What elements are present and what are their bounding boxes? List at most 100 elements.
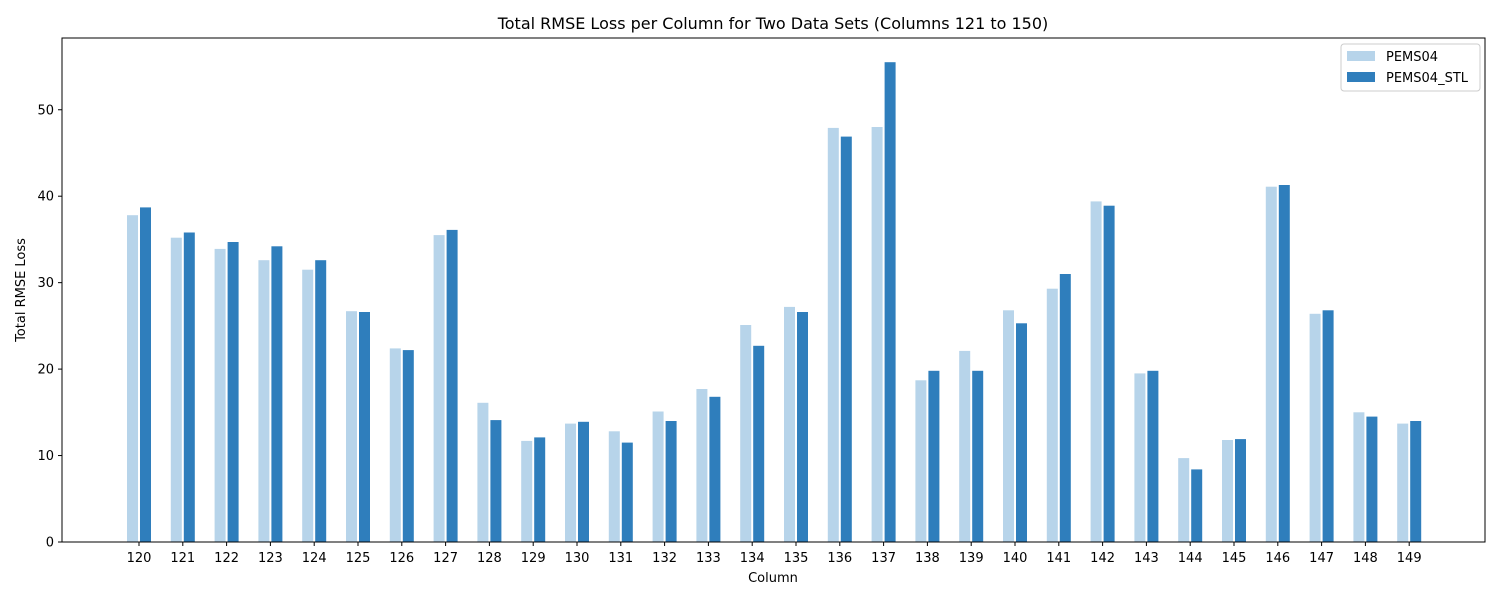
bar-pems04-129	[521, 440, 533, 542]
legend-swatch-pems04	[1347, 51, 1375, 61]
legend-label-pems04-stl: PEMS04_STL	[1386, 71, 1469, 86]
bar-pems04-stl-137	[884, 62, 896, 542]
legend-swatch-pems04-stl	[1347, 72, 1375, 82]
y-tick-label: 10	[37, 449, 54, 464]
x-tick-label-136: 136	[827, 551, 852, 566]
bar-pems04-stl-130	[578, 421, 589, 542]
x-axis: 120 121 122 123 124 125 126 127 128 129 130 131 132 1…	[127, 542, 1422, 566]
bar-pems04-stl-131	[621, 442, 633, 542]
legend-label-pems04: PEMS04	[1386, 50, 1438, 65]
x-tick-label-149: 149	[1397, 551, 1422, 566]
bar-pems04-139	[959, 350, 971, 542]
bar-pems04-stl-127	[446, 229, 458, 542]
bar-pems04-stl-128	[490, 420, 502, 542]
bar-pems04-142	[1090, 201, 1102, 542]
legend-frame	[1340, 43, 1481, 92]
bar-pems04-stl-142	[1103, 205, 1115, 542]
bar-pems04-144	[1178, 458, 1190, 542]
bar-pems04-stl-148	[1366, 416, 1378, 542]
legend: PEMS04 PEMS04_STL	[1340, 43, 1481, 92]
x-tick-label-147: 147	[1309, 551, 1334, 566]
bar-pems04-stl-126	[402, 350, 414, 542]
bar-pems04-stl-139	[972, 370, 984, 542]
bar-pems04-146	[1265, 186, 1277, 542]
x-tick-label-130: 130	[565, 551, 590, 566]
x-tick-label-148: 148	[1353, 551, 1378, 566]
x-tick-label-125: 125	[346, 551, 371, 566]
bar-pems04-136	[827, 127, 839, 543]
x-tick-label-144: 144	[1178, 551, 1203, 566]
bar-pems04-stl-133	[709, 396, 721, 542]
bar-pems04-stl-129	[534, 437, 546, 542]
bar-pems04-147	[1309, 313, 1321, 542]
bar-pems04-143	[1134, 373, 1146, 542]
bar-pems04-138	[915, 380, 927, 542]
x-tick-label-124: 124	[302, 551, 327, 566]
x-tick-label-126: 126	[389, 551, 414, 566]
bar-pems04-126	[389, 348, 401, 542]
bar-pems04-stl-121	[183, 232, 195, 542]
x-tick-label-143: 143	[1134, 551, 1159, 566]
bar-pems04-130	[565, 423, 576, 542]
bar-pems04-stl-123	[271, 246, 283, 543]
y-axis-title: Total RMSE Loss	[14, 238, 29, 343]
bar-pems04-141	[1046, 288, 1058, 542]
x-tick-label-139: 139	[959, 551, 984, 566]
x-tick-label-142: 142	[1090, 551, 1115, 566]
x-tick-label-129: 129	[521, 551, 546, 566]
x-tick-label-138: 138	[915, 551, 940, 566]
y-tick-label: 20	[37, 363, 54, 378]
bar-pems04-122	[214, 248, 226, 542]
y-axis: 0 10 20 30 40 50	[37, 103, 62, 551]
bar-pems04-125	[346, 311, 357, 542]
x-tick-label-121: 121	[170, 551, 195, 566]
bar-pems04-stl-141	[1059, 274, 1071, 542]
bar-pems04-stl-140	[1016, 323, 1027, 542]
plot-frame	[61, 37, 1486, 543]
bar-pems04-127	[433, 235, 445, 542]
x-tick-label-132: 132	[652, 551, 677, 566]
bar-pems04-stl-138	[928, 370, 940, 542]
bar-pems04-stl-134	[753, 345, 765, 542]
x-tick-label-140: 140	[1003, 551, 1028, 566]
x-tick-label-133: 133	[696, 551, 721, 566]
bar-pems04-stl-149	[1410, 421, 1422, 542]
y-tick-label: 50	[37, 103, 54, 118]
bar-pems04-133	[696, 389, 708, 542]
bar-pems04-135	[784, 306, 795, 542]
chart-title: Total RMSE Loss per Column for Two Data …	[497, 14, 1049, 33]
bar-pems04-123	[258, 260, 270, 542]
x-tick-label-120: 120	[127, 551, 152, 566]
y-tick-label: 30	[37, 276, 54, 291]
bar-pems04-stl-125	[359, 312, 370, 542]
series-pems04-stl	[140, 62, 1422, 543]
plot-area	[127, 62, 1422, 543]
y-tick-label: 40	[37, 190, 54, 205]
x-tick-label-134: 134	[740, 551, 765, 566]
bar-pems04-132	[652, 411, 664, 542]
x-tick-label-135: 135	[784, 551, 809, 566]
bar-pems04-stl-147	[1322, 310, 1334, 542]
bar-pems04-149	[1397, 423, 1409, 542]
x-tick-label-146: 146	[1265, 551, 1290, 566]
bar-pems04-stl-120	[140, 207, 151, 542]
x-tick-label-122: 122	[214, 551, 239, 566]
bar-pems04-stl-144	[1191, 469, 1203, 542]
bar-pems04-stl-136	[840, 136, 852, 542]
x-tick-label-128: 128	[477, 551, 502, 566]
series-pems04	[127, 127, 1409, 543]
bar-pems04-134	[740, 325, 752, 542]
bar-pems04-145	[1222, 440, 1233, 542]
bar-pems04-124	[302, 269, 314, 542]
bar-pems04-stl-124	[315, 260, 327, 542]
y-tick-label: 0	[46, 536, 54, 551]
bar-pems04-131	[608, 431, 620, 542]
bar-pems04-stl-122	[227, 242, 239, 542]
x-tick-label-123: 123	[258, 551, 283, 566]
bar-pems04-137	[871, 127, 883, 542]
bar-pems04-stl-145	[1235, 439, 1246, 542]
x-axis-title: Column	[748, 571, 798, 586]
x-tick-label-145: 145	[1222, 551, 1247, 566]
x-tick-label-127: 127	[433, 551, 458, 566]
